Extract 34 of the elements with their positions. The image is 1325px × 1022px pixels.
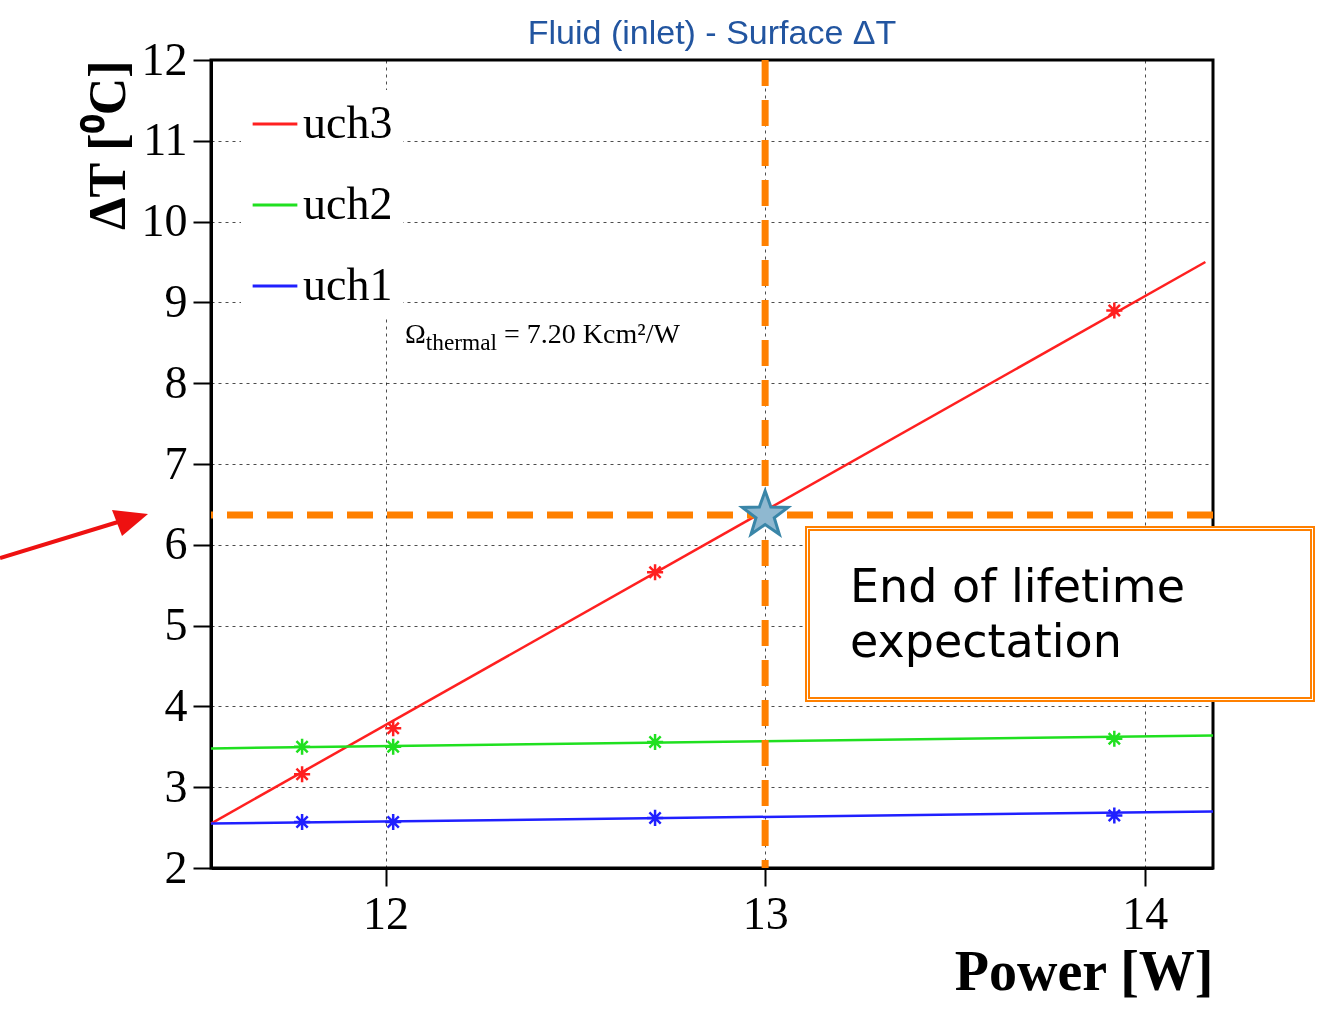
callout-box: End of lifetime expectation xyxy=(805,526,1315,703)
point xyxy=(1105,729,1124,749)
legend-label: uch2 xyxy=(303,178,393,229)
point xyxy=(1105,806,1124,825)
point xyxy=(292,737,312,757)
point xyxy=(645,732,665,752)
y-tick-label: 4 xyxy=(164,679,188,731)
x-axis-title: Power [W] xyxy=(954,939,1214,1002)
y-tick-label: 11 xyxy=(143,114,188,166)
y-tick-label: 7 xyxy=(164,437,188,489)
y-tick-label: 8 xyxy=(164,356,188,408)
point xyxy=(1105,301,1124,320)
x-tick-label: 14 xyxy=(1122,887,1169,939)
y-axis-title: ΔT [⁰C] xyxy=(78,60,136,231)
point xyxy=(292,812,312,832)
y-tick-label: 9 xyxy=(164,275,188,327)
point xyxy=(292,764,312,784)
y-tick-label: 6 xyxy=(164,518,188,570)
legend-label: uch3 xyxy=(303,97,393,148)
legend-label: uch1 xyxy=(303,259,393,310)
y-tick-label: 3 xyxy=(164,760,188,812)
chart-title: Fluid (inlet) - Surface ΔT xyxy=(527,13,897,51)
point xyxy=(383,718,403,738)
point xyxy=(383,812,403,832)
y-tick-label: 5 xyxy=(164,599,188,651)
point xyxy=(645,808,665,828)
point xyxy=(383,737,403,757)
x-tick-label: 12 xyxy=(363,887,410,939)
y-tick-label: 12 xyxy=(141,33,188,85)
y-tick-label: 10 xyxy=(141,195,188,247)
point xyxy=(645,562,665,582)
y-tick-label: 2 xyxy=(164,841,188,893)
annotation: Ω$_{thermal}$ = 7.20 Kcm²/W xyxy=(405,318,680,356)
x-tick-label: 13 xyxy=(742,887,789,939)
